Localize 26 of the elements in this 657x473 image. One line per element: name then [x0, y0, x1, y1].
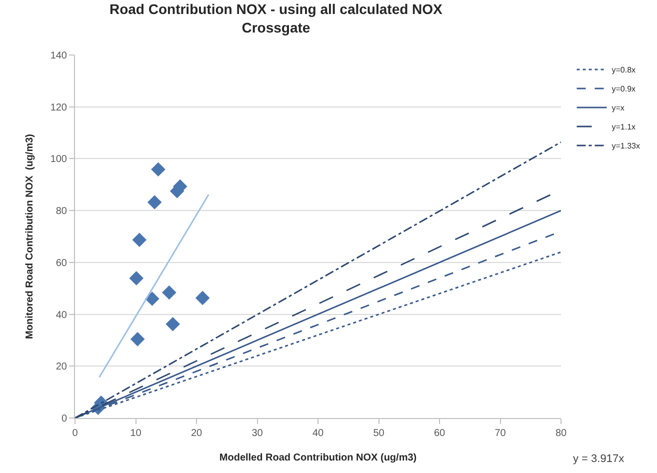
- x-axis-title: Modelled Road Contribution NOX (ug/m3): [219, 452, 417, 464]
- y-tick-label: 20: [56, 362, 68, 373]
- x-tick-label: 60: [434, 428, 446, 439]
- legend-label: y=0.8x: [612, 66, 636, 75]
- x-tick-label: 10: [130, 428, 142, 439]
- legend-label: y=x: [612, 104, 624, 113]
- x-tick-label: 0: [72, 428, 78, 439]
- chart-title: Road Contribution NOX - using all calculated NOX Crossgate: [109, 1, 444, 36]
- y-tick-label: 140: [50, 50, 68, 62]
- y-tick-label: 0: [61, 414, 68, 424]
- x-tick-label: 70: [494, 428, 506, 439]
- x-tick-label: 80: [555, 428, 567, 439]
- x-tick-label: 40: [312, 428, 324, 439]
- legend-label: y=1.1x: [612, 122, 636, 132]
- y-tick-label: 120: [50, 102, 68, 114]
- text: y = 3.917x: [573, 453, 625, 465]
- y-tick-label: 80: [56, 206, 68, 218]
- y-tick-label: 100: [50, 154, 68, 166]
- y-axis-title: Monitored Road Contribution NOX (ug/m3): [24, 134, 36, 339]
- x-tick-label: 50: [373, 428, 385, 439]
- x-tick-label: 20: [190, 428, 202, 439]
- x-tick-label: 30: [252, 428, 264, 439]
- legend-label: y=0.9x: [612, 84, 636, 94]
- y-tick-label: 40: [56, 310, 68, 321]
- y-tick-label: 60: [56, 258, 68, 269]
- legend-label: y=1.33x: [612, 142, 640, 151]
